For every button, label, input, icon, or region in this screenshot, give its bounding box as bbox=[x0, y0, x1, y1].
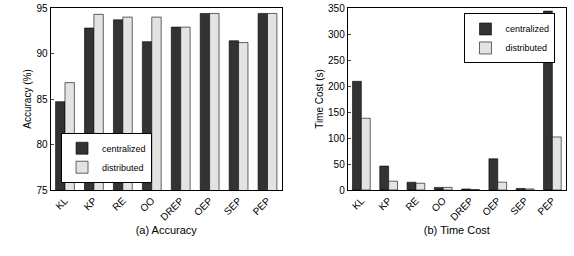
svg-text:75: 75 bbox=[36, 185, 48, 196]
svg-text:OEP: OEP bbox=[480, 195, 503, 218]
svg-text:(b) Time Cost: (b) Time Cost bbox=[424, 224, 490, 236]
svg-text:DREP: DREP bbox=[158, 195, 186, 223]
svg-text:RE: RE bbox=[110, 195, 128, 213]
svg-text:0: 0 bbox=[339, 185, 345, 196]
svg-text:PEP: PEP bbox=[535, 195, 557, 217]
svg-text:centralized: centralized bbox=[505, 24, 549, 34]
svg-text:KL: KL bbox=[54, 195, 71, 212]
svg-text:(a) Accuracy: (a) Accuracy bbox=[136, 224, 198, 236]
svg-text:KP: KP bbox=[376, 195, 393, 212]
svg-text:150: 150 bbox=[328, 107, 345, 118]
svg-text:100: 100 bbox=[328, 133, 345, 144]
svg-text:Accuracy (%): Accuracy (%) bbox=[22, 69, 33, 128]
svg-text:OO: OO bbox=[429, 195, 448, 214]
svg-text:90: 90 bbox=[36, 48, 48, 59]
svg-text:KL: KL bbox=[350, 195, 367, 212]
svg-text:200: 200 bbox=[328, 81, 345, 92]
svg-text:250: 250 bbox=[328, 55, 345, 66]
svg-text:PEP: PEP bbox=[251, 195, 273, 217]
svg-text:80: 80 bbox=[36, 139, 48, 150]
svg-text:300: 300 bbox=[328, 29, 345, 40]
svg-text:85: 85 bbox=[36, 94, 48, 105]
svg-text:95: 95 bbox=[36, 3, 48, 14]
svg-text:centralized: centralized bbox=[102, 144, 146, 154]
svg-text:DREP: DREP bbox=[448, 195, 476, 223]
svg-text:distributed: distributed bbox=[505, 43, 547, 53]
svg-text:50: 50 bbox=[334, 159, 346, 170]
svg-text:SEP: SEP bbox=[508, 195, 530, 217]
svg-text:350: 350 bbox=[328, 3, 345, 14]
svg-text:KP: KP bbox=[82, 195, 99, 212]
svg-text:OO: OO bbox=[138, 195, 157, 214]
svg-text:OEP: OEP bbox=[192, 195, 215, 218]
svg-text:distributed: distributed bbox=[102, 163, 144, 173]
svg-text:SEP: SEP bbox=[222, 195, 244, 217]
svg-text:Time Cost (s): Time Cost (s) bbox=[314, 69, 325, 129]
svg-text:RE: RE bbox=[403, 195, 421, 213]
